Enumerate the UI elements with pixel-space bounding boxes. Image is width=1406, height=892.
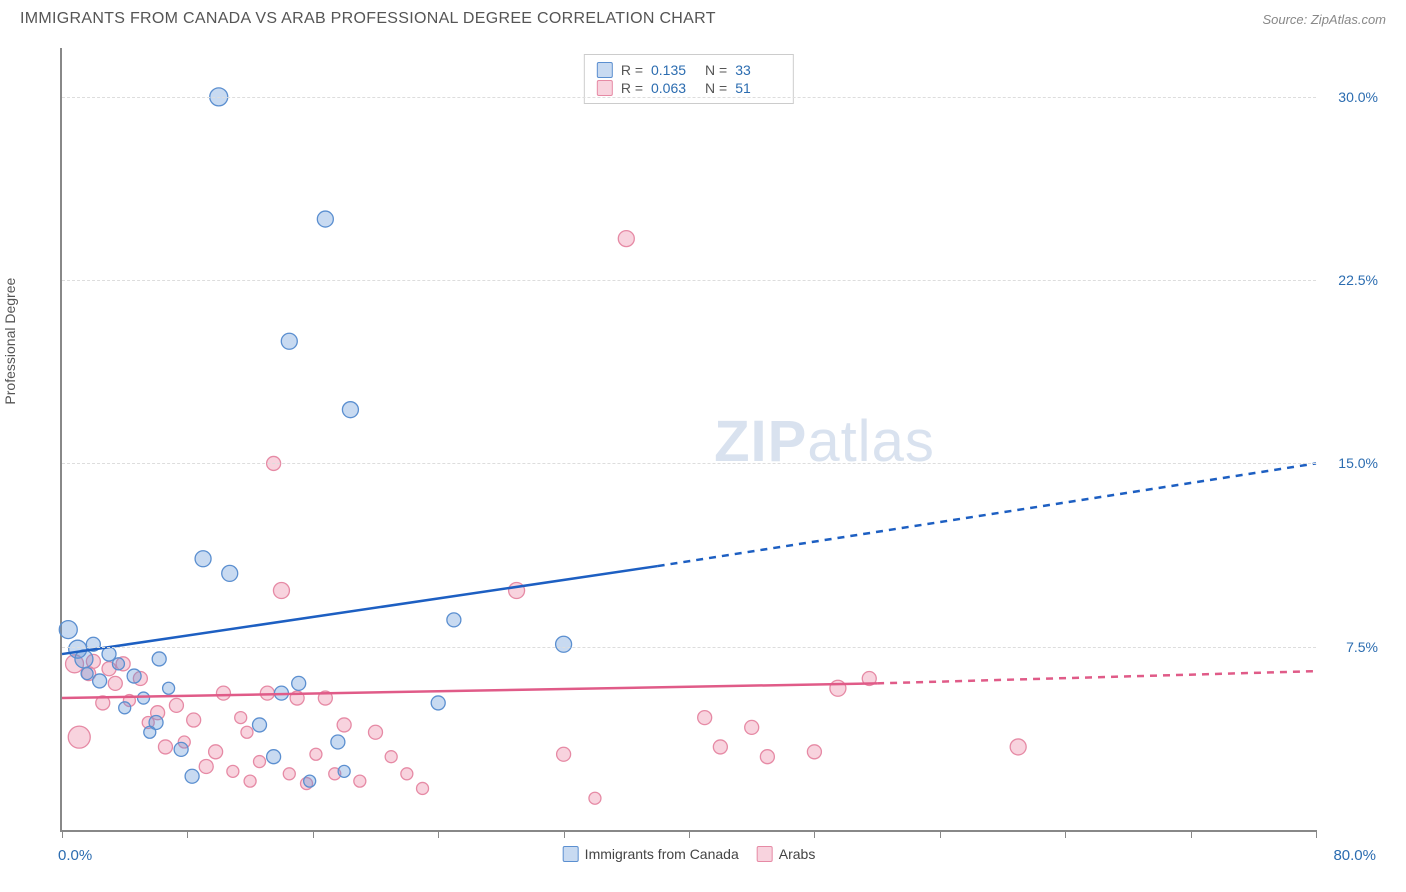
scatter-point <box>253 718 267 732</box>
chart-container: Professional Degree ZIPatlas R = 0.135 N… <box>20 48 1386 872</box>
legend-label-pink: Arabs <box>779 846 816 862</box>
scatter-point <box>331 735 345 749</box>
scatter-point <box>163 682 175 694</box>
legend-item-pink: Arabs <box>757 846 816 862</box>
scatter-point <box>281 333 297 349</box>
scatter-point <box>59 621 77 639</box>
scatter-point <box>144 726 156 738</box>
scatter-point <box>81 668 93 680</box>
scatter-point <box>310 748 322 760</box>
scatter-point <box>158 740 172 754</box>
gridline <box>62 280 1316 281</box>
scatter-point <box>745 720 759 734</box>
scatter-point <box>93 674 107 688</box>
scatter-point <box>174 742 188 756</box>
trend-line <box>658 463 1316 566</box>
scatter-point <box>241 726 253 738</box>
scatter-point <box>385 751 397 763</box>
scatter-point <box>369 725 383 739</box>
scatter-point <box>216 686 230 700</box>
scatter-point <box>235 712 247 724</box>
scatter-point <box>267 750 281 764</box>
scatter-point <box>431 696 445 710</box>
x-axis-min-label: 0.0% <box>58 847 92 864</box>
scatter-point <box>138 692 150 704</box>
scatter-point <box>169 698 183 712</box>
scatter-point <box>317 211 333 227</box>
x-tick <box>62 830 63 838</box>
x-tick <box>940 830 941 838</box>
gridline <box>62 463 1316 464</box>
scatter-point <box>447 613 461 627</box>
scatter-point <box>227 765 239 777</box>
x-tick <box>689 830 690 838</box>
y-tick-label: 15.0% <box>1338 455 1378 471</box>
x-tick <box>438 830 439 838</box>
scatter-point <box>108 676 122 690</box>
scatter-point <box>195 551 211 567</box>
scatter-point <box>112 658 124 670</box>
plot-area: ZIPatlas R = 0.135 N = 33 R = 0.063 N = … <box>60 48 1316 832</box>
scatter-point <box>807 745 821 759</box>
scatter-point <box>222 565 238 581</box>
scatter-point <box>292 676 306 690</box>
x-tick <box>313 830 314 838</box>
scatter-point <box>618 231 634 247</box>
x-tick <box>1191 830 1192 838</box>
scatter-point <box>209 745 223 759</box>
scatter-point <box>244 775 256 787</box>
scatter-point <box>557 747 571 761</box>
x-tick <box>1065 830 1066 838</box>
trend-line <box>877 671 1316 683</box>
y-tick-label: 30.0% <box>1338 89 1378 105</box>
scatter-point <box>68 726 90 748</box>
scatter-point <box>1010 739 1026 755</box>
scatter-point <box>556 636 572 652</box>
scatter-point <box>589 792 601 804</box>
scatter-point <box>760 750 774 764</box>
chart-title: IMMIGRANTS FROM CANADA VS ARAB PROFESSIO… <box>20 10 716 28</box>
scatter-point <box>713 740 727 754</box>
x-tick <box>187 830 188 838</box>
gridline <box>62 647 1316 648</box>
scatter-point <box>199 759 213 773</box>
trend-line <box>62 683 877 698</box>
x-axis-max-label: 80.0% <box>1333 847 1376 864</box>
scatter-point <box>185 769 199 783</box>
scatter-point <box>127 669 141 683</box>
scatter-point <box>698 711 712 725</box>
source-attribution: Source: ZipAtlas.com <box>1262 12 1386 27</box>
scatter-point <box>119 702 131 714</box>
scatter-point <box>283 768 295 780</box>
legend-label-blue: Immigrants from Canada <box>585 846 739 862</box>
scatter-point <box>273 583 289 599</box>
scatter-point <box>304 775 316 787</box>
bottom-legend: Immigrants from Canada Arabs <box>563 846 816 862</box>
swatch-blue-icon <box>563 846 579 862</box>
x-tick <box>564 830 565 838</box>
legend-item-blue: Immigrants from Canada <box>563 846 739 862</box>
y-tick-label: 22.5% <box>1338 272 1378 288</box>
scatter-point <box>354 775 366 787</box>
scatter-point <box>830 680 846 696</box>
scatter-point <box>417 782 429 794</box>
y-axis-label: Professional Degree <box>2 278 18 405</box>
scatter-svg <box>62 48 1316 830</box>
x-tick <box>1316 830 1317 838</box>
y-tick-label: 7.5% <box>1346 639 1378 655</box>
scatter-point <box>338 765 350 777</box>
scatter-point <box>152 652 166 666</box>
scatter-point <box>342 402 358 418</box>
x-tick <box>814 830 815 838</box>
scatter-point <box>254 756 266 768</box>
scatter-point <box>187 713 201 727</box>
scatter-point <box>337 718 351 732</box>
scatter-point <box>401 768 413 780</box>
swatch-pink-icon <box>757 846 773 862</box>
gridline <box>62 97 1316 98</box>
